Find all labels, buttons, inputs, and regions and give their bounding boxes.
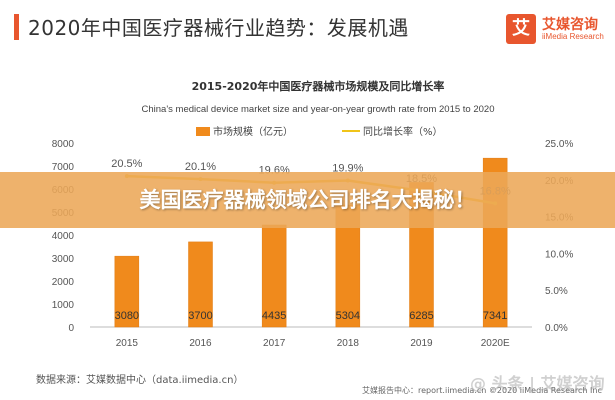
x-tick-label: 2020E [481, 338, 510, 349]
y-left-tick-label: 1000 [52, 300, 75, 311]
bar-value-label: 6285 [409, 310, 433, 322]
bar-value-label: 5304 [336, 310, 360, 322]
bar-2015 [114, 255, 140, 328]
legend-swatch-bar [196, 127, 210, 136]
logo-name-cn: 艾媒咨询 [542, 17, 598, 33]
logo-name-en: iiMedia Research [542, 32, 604, 41]
iimedia-logo: 艾 艾媒咨询 iiMedia Research [506, 14, 604, 52]
logo-mark: 艾 [506, 14, 536, 44]
bar-value-label: 4435 [262, 310, 286, 322]
x-tick-label: 2018 [337, 338, 360, 349]
y-right-tick-label: 10.0% [545, 249, 573, 260]
bar-value-label: 3700 [188, 310, 212, 322]
x-tick-label: 2017 [263, 338, 286, 349]
chart-title: 2015-2020年中国医疗器械市场规模及同比增长率 [192, 79, 445, 93]
legend-label-line: 同比增长率（%） [363, 125, 443, 138]
x-tick-label: 2019 [410, 338, 433, 349]
growth-rate-label: 19.9% [332, 163, 363, 175]
growth-rate-label: 20.5% [111, 158, 142, 170]
watermark: @ 头条 | 艾媒咨询 [470, 374, 605, 393]
footer: 艾媒报告中心：report.iimedia.cn ©2020 iiMedia R… [0, 382, 615, 400]
y-left-tick-label: 8000 [52, 139, 75, 150]
bar-2017 [261, 224, 287, 328]
x-tick-label: 2016 [189, 338, 212, 349]
x-tick-label: 2015 [116, 338, 139, 349]
banner-headline[interactable]: 美国医疗器械领域公司排名大揭秘！ [139, 188, 476, 212]
y-left-tick-label: 0 [68, 323, 74, 334]
y-left-tick-label: 7000 [52, 162, 75, 173]
y-right-tick-label: 5.0% [545, 286, 568, 297]
chart-subtitle: China's medical device market size and y… [142, 104, 495, 115]
bar-2016 [188, 241, 213, 328]
y-left-tick-label: 3000 [52, 254, 75, 265]
legend-label-bar: 市场规模（亿元） [213, 125, 293, 138]
bar-value-label: 3080 [115, 310, 139, 322]
page-title: 2020年中国医疗器械行业趋势：发展机遇 [28, 16, 409, 40]
data-source: 数据来源：艾媒数据中心（data.iimedia.cn） [36, 375, 244, 386]
y-left-tick-label: 2000 [52, 277, 75, 288]
y-right-tick-label: 0.0% [545, 323, 568, 334]
footer-text: 艾媒报告中心：report.iimedia.cn ©2020 iiMedia R… [362, 386, 602, 395]
y-right-tick-label: 25.0% [545, 139, 573, 150]
bar-value-label: 7341 [483, 310, 507, 322]
y-left-tick-label: 4000 [52, 231, 75, 242]
header-accent-bar [14, 14, 19, 40]
growth-rate-label: 20.1% [185, 161, 216, 173]
overlay-banner[interactable]: 美国医疗器械领域公司排名大揭秘！ [0, 172, 615, 228]
